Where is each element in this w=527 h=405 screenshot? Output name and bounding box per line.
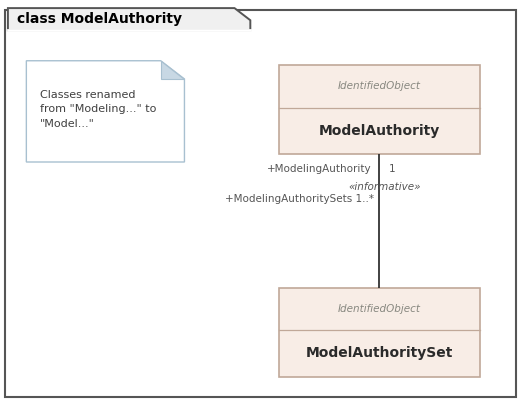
Text: +ModelingAuthoritySets 1..*: +ModelingAuthoritySets 1..* bbox=[225, 194, 374, 205]
Polygon shape bbox=[8, 8, 250, 30]
FancyBboxPatch shape bbox=[279, 288, 480, 377]
Polygon shape bbox=[26, 61, 184, 162]
Text: ModelAuthoritySet: ModelAuthoritySet bbox=[306, 347, 453, 360]
FancyBboxPatch shape bbox=[279, 65, 480, 154]
Text: Classes renamed
from "Modeling..." to
"Model...": Classes renamed from "Modeling..." to "M… bbox=[40, 90, 156, 129]
Text: IdentifiedObject: IdentifiedObject bbox=[338, 304, 421, 314]
Text: IdentifiedObject: IdentifiedObject bbox=[338, 81, 421, 91]
Text: class ModelAuthority: class ModelAuthority bbox=[17, 12, 182, 26]
Text: 1: 1 bbox=[389, 164, 396, 174]
Text: +ModelingAuthority: +ModelingAuthority bbox=[267, 164, 372, 174]
Polygon shape bbox=[161, 61, 184, 79]
FancyBboxPatch shape bbox=[5, 10, 516, 397]
Text: ModelAuthority: ModelAuthority bbox=[319, 124, 440, 138]
Text: «informative»: «informative» bbox=[348, 182, 421, 192]
